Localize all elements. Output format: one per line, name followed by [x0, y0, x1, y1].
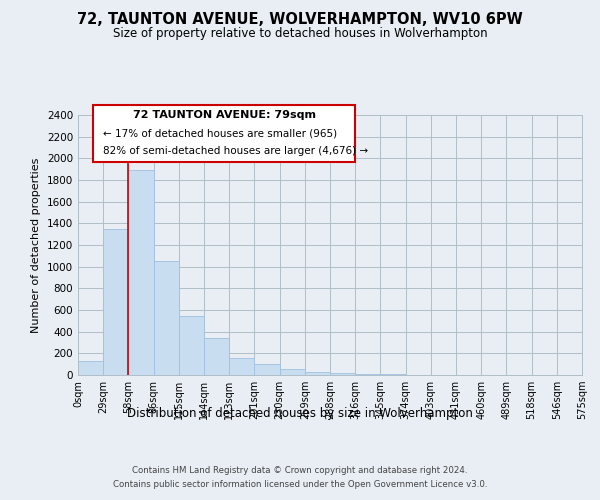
Text: Contains public sector information licensed under the Open Government Licence v3: Contains public sector information licen…: [113, 480, 487, 489]
Text: Size of property relative to detached houses in Wolverhampton: Size of property relative to detached ho…: [113, 28, 487, 40]
Text: Distribution of detached houses by size in Wolverhampton: Distribution of detached houses by size …: [127, 408, 473, 420]
Bar: [179, 316, 204, 375]
Bar: [128, 170, 154, 375]
FancyBboxPatch shape: [93, 104, 355, 162]
Bar: [254, 364, 280, 375]
Text: Contains HM Land Registry data © Crown copyright and database right 2024.: Contains HM Land Registry data © Crown c…: [132, 466, 468, 475]
Bar: [380, 374, 406, 375]
Bar: [154, 261, 179, 375]
Bar: [355, 374, 380, 375]
Bar: [103, 229, 128, 375]
Bar: [204, 338, 229, 375]
Bar: [330, 373, 355, 375]
Bar: [305, 372, 330, 375]
Bar: [78, 362, 103, 375]
Text: 82% of semi-detached houses are larger (4,676) →: 82% of semi-detached houses are larger (…: [103, 146, 368, 156]
Bar: [280, 368, 305, 375]
Bar: [229, 358, 254, 375]
Text: ← 17% of detached houses are smaller (965): ← 17% of detached houses are smaller (96…: [103, 128, 337, 138]
Y-axis label: Number of detached properties: Number of detached properties: [31, 158, 41, 332]
Text: 72 TAUNTON AVENUE: 79sqm: 72 TAUNTON AVENUE: 79sqm: [133, 110, 316, 120]
Text: 72, TAUNTON AVENUE, WOLVERHAMPTON, WV10 6PW: 72, TAUNTON AVENUE, WOLVERHAMPTON, WV10 …: [77, 12, 523, 28]
